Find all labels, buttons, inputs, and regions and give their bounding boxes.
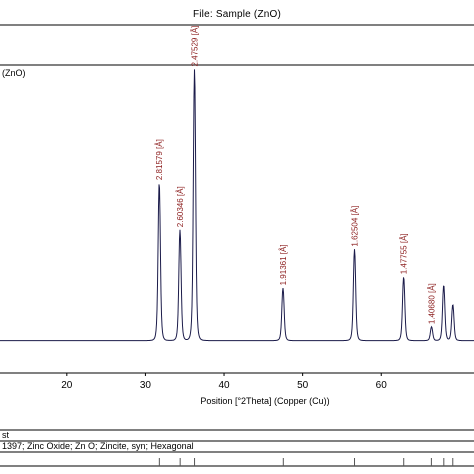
x-axis-label: Position [°2Theta] (Copper (Cu)) — [200, 396, 329, 406]
peak-label: 2.60346 [Å] — [176, 186, 185, 227]
peak-label: 1.62504 [Å] — [351, 206, 360, 247]
peak-label: 2.47529 [Å] — [191, 26, 200, 67]
x-ticks — [66, 373, 382, 376]
x-tick-label: 20 — [61, 380, 73, 391]
reference-entry-text: 1397; Zinc Oxide; Zn O; Zincite, syn; He… — [2, 441, 194, 451]
x-tick-label: 30 — [140, 380, 152, 391]
peak-label: 1.47755 [Å] — [400, 233, 409, 274]
sample-label: (ZnO) — [2, 68, 26, 78]
x-tick-label: 40 — [218, 380, 230, 391]
reference-lines — [158, 458, 454, 466]
x-tick-label: 60 — [376, 380, 388, 391]
peak-label: 1.40680 [Å] — [428, 283, 437, 324]
x-tick-label: 50 — [297, 380, 309, 391]
peak-label: 2.81579 [Å] — [155, 139, 164, 180]
diffraction-pattern-line — [0, 69, 474, 342]
x-tick-labels: 20 30 40 50 60 — [61, 380, 387, 391]
reference-header: st — [2, 430, 10, 440]
peak-label: 1.91361 [Å] — [279, 244, 288, 285]
peak-labels: 2.81579 [Å] 2.60346 [Å] 2.47529 [Å] 1.91361… — [155, 26, 436, 325]
file-title: File: Sample (ZnO) — [192, 9, 282, 20]
